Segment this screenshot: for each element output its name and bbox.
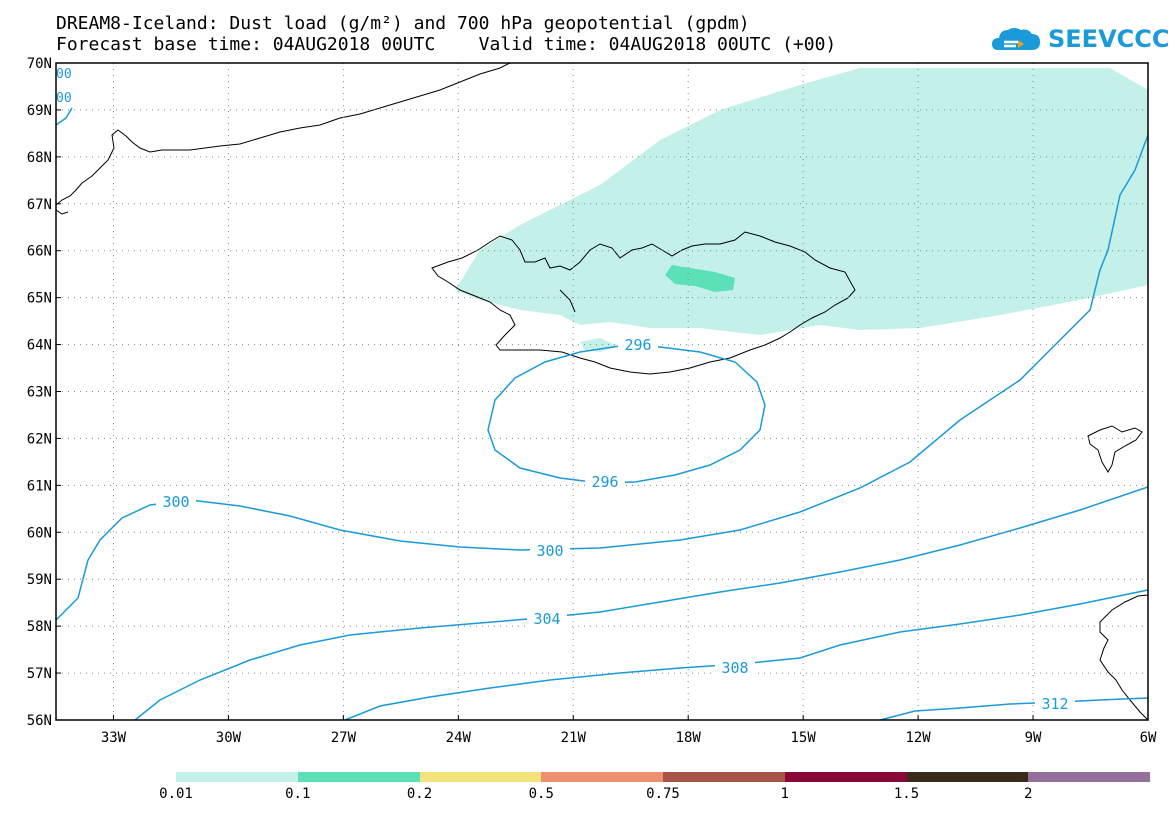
lat-tick-label: 69N (27, 103, 52, 119)
svg-text:00: 00 (56, 91, 72, 106)
colorbar-segment (419, 772, 542, 782)
lat-tick-label: 60N (27, 525, 52, 541)
lon-tick-label: 9W (1025, 730, 1042, 746)
dust-area-light-south (580, 338, 618, 352)
dust-load-colorbar (176, 772, 1150, 782)
logo-text: SEEVCCC (1048, 25, 1170, 53)
colorbar-label: 0.75 (646, 786, 680, 802)
colorbar-segment (663, 772, 785, 782)
lat-tick-label: 61N (27, 478, 52, 494)
latitude-axis: 70N 69N 68N 67N 66N 65N 64N 63N 62N 61N 60N 59N 58N 5… (27, 56, 61, 729)
contour-312 (879, 697, 1148, 720)
lon-tick-label: 21W (561, 730, 587, 746)
lat-tick-label: 59N (27, 572, 52, 588)
greenland-coastline (56, 63, 511, 206)
colorbar-label: 0.01 (159, 786, 193, 802)
contour-300 (56, 134, 1148, 621)
colorbar-segment (1028, 772, 1150, 782)
lat-tick-label: 56N (27, 713, 52, 729)
lat-tick-label: 62N (27, 431, 52, 447)
colorbar-label: 1.5 (893, 786, 920, 802)
colorbar-label: 0.2 (406, 786, 433, 802)
contour-296 (487, 345, 766, 484)
lat-tick-label: 65N (27, 291, 52, 307)
contour-label-300-west: 300 (162, 493, 189, 511)
contour-label-300-center: 300 (536, 542, 563, 560)
lon-tick-label: 18W (676, 730, 702, 746)
contour-label-312: 312 (1041, 695, 1068, 713)
lon-tick-label: 30W (216, 730, 242, 746)
cloud-icon (992, 28, 1040, 50)
colorbar-segment (297, 772, 420, 782)
lat-tick-label: 66N (27, 244, 52, 260)
colorbar-segment (176, 772, 298, 782)
dust-area-light (455, 68, 1148, 335)
colorbar-segment (906, 772, 1029, 782)
lon-tick-label: 33W (101, 730, 127, 746)
map-title: DREAM8-Iceland: Dust load (g/m²) and 700… (56, 13, 750, 34)
contour-label-308: 308 (721, 659, 748, 677)
lat-tick-label: 70N (27, 56, 52, 72)
colorbar-label: 1 (780, 786, 789, 802)
longitude-axis: 33W 30W 27W 24W 21W 18W 15W 12W 9W 6W (101, 715, 1157, 746)
lat-tick-label: 68N (27, 150, 52, 166)
lat-tick-label: 63N (27, 385, 52, 401)
colorbar-segment (784, 772, 907, 782)
colorbar-segment (541, 772, 663, 782)
lon-tick-label: 12W (905, 730, 931, 746)
map-subtitle-times: Forecast base time: 04AUG2018 00UTC Vali… (56, 34, 837, 55)
contour-label-296-top: 296 (624, 336, 651, 354)
dust-load-map: 00 00 296 296 300 300 304 308 312 70N 69N… (27, 56, 1157, 746)
iceland-coastline (431, 231, 856, 375)
colorbar-label: 0.5 (528, 786, 554, 802)
contour-labels: 296 296 300 300 304 308 312 (156, 336, 1075, 713)
faroe-islands-coastline (1087, 425, 1143, 473)
lon-tick-label: 6W (1140, 730, 1157, 746)
lon-tick-label: 24W (446, 730, 472, 746)
lon-tick-label: 27W (331, 730, 357, 746)
scotland-coastline (1099, 594, 1148, 720)
colorbar-label: 0.1 (285, 786, 311, 802)
contour-308 (344, 589, 1148, 720)
contour-label-296-bottom: 296 (591, 473, 618, 491)
svg-text:00: 00 (56, 67, 72, 82)
lon-tick-label: 15W (791, 730, 817, 746)
colorbar-label: 2 (1024, 786, 1033, 802)
lat-tick-label: 67N (27, 197, 52, 213)
lat-tick-label: 64N (27, 338, 52, 354)
dust-area-medium (665, 265, 735, 292)
contour-label-304: 304 (533, 610, 560, 628)
seevccc-logo (992, 28, 1040, 50)
lat-tick-label: 57N (27, 666, 52, 682)
contour-304 (134, 486, 1148, 720)
lat-tick-label: 58N (27, 619, 52, 635)
